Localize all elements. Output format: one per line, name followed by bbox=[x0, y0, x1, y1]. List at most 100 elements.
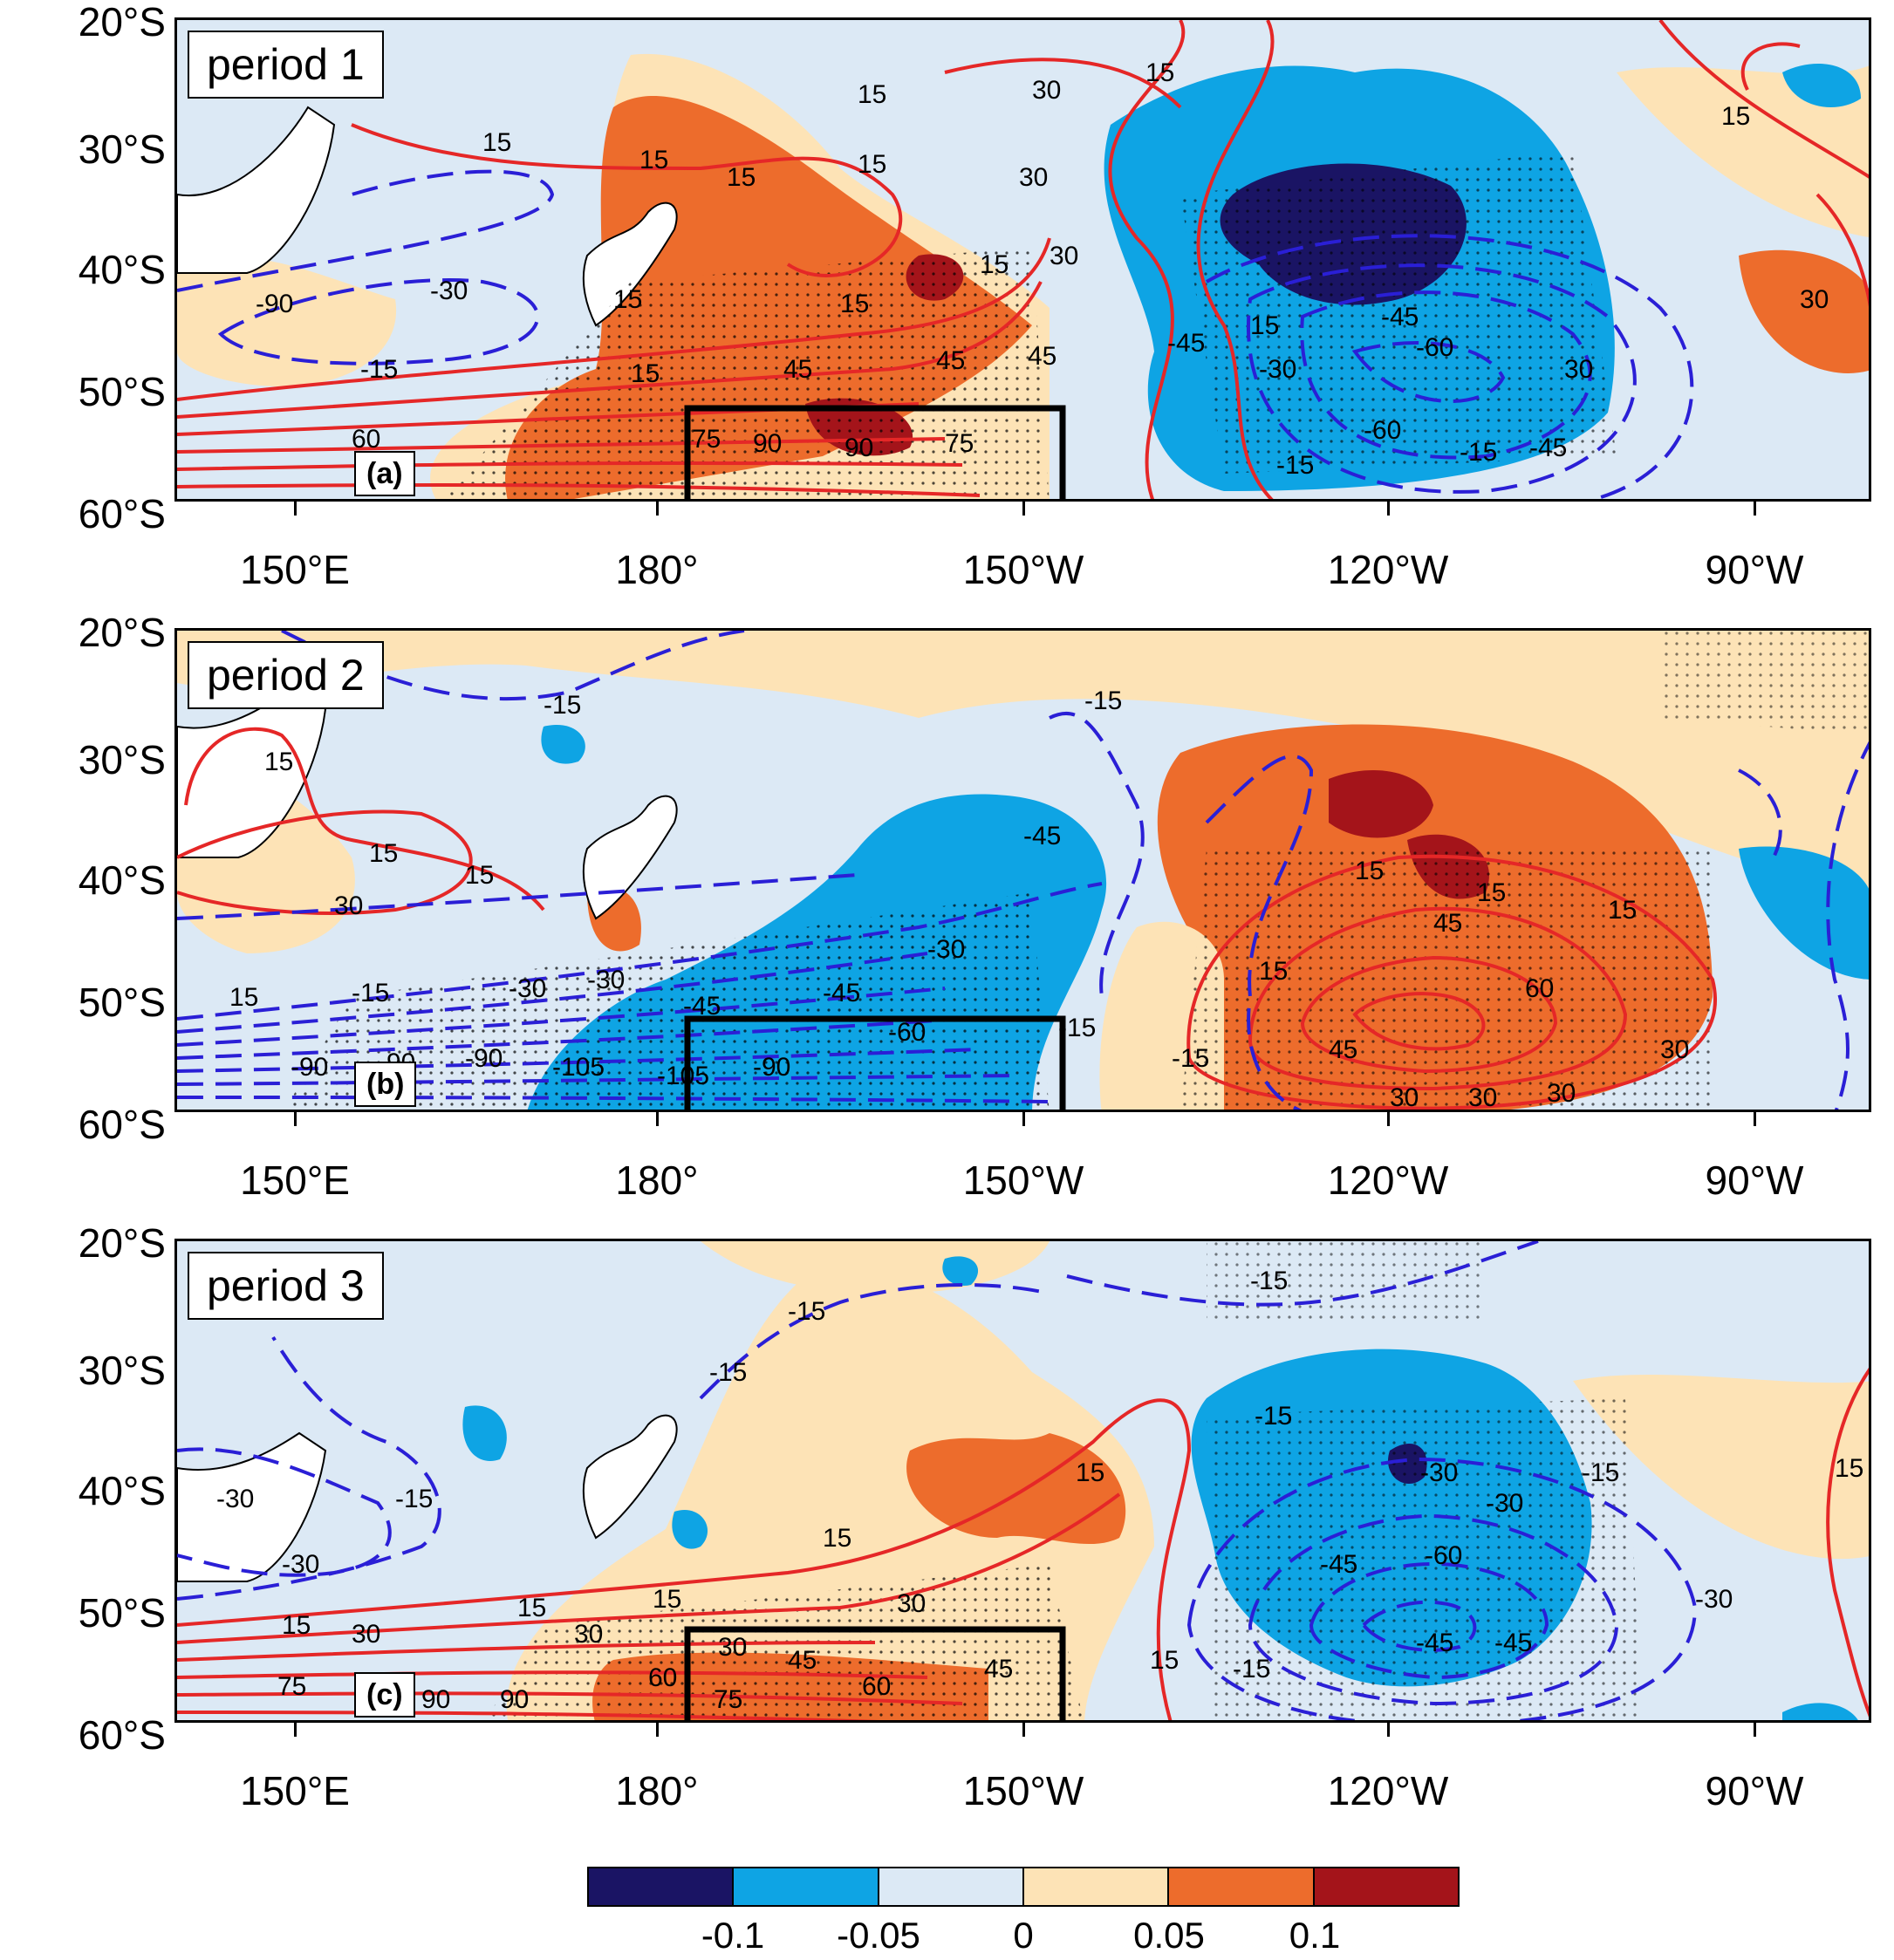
contour-negative bbox=[1738, 768, 1782, 858]
anomaly-positive bbox=[1739, 249, 1869, 373]
contour-label: 30 bbox=[352, 1620, 380, 1649]
contour-label: 45 bbox=[783, 355, 812, 384]
contour-positive bbox=[184, 727, 545, 912]
lon-label-150e: 150°E bbox=[240, 547, 350, 592]
contour-label: -15 bbox=[544, 691, 581, 720]
contour-label: -45 bbox=[683, 992, 721, 1021]
contour-label: -90 bbox=[465, 1044, 503, 1073]
contour-label: -60 bbox=[1364, 416, 1401, 445]
period-label-3: period 3 bbox=[188, 1252, 384, 1320]
contour-positive bbox=[177, 437, 946, 454]
significance-stippling bbox=[1180, 151, 1617, 474]
contour-label: 15 bbox=[1355, 857, 1384, 885]
contour-label: -45 bbox=[1167, 329, 1205, 358]
contour-label: 30 bbox=[1800, 285, 1829, 314]
colorbar-label: 0.1 bbox=[1289, 1915, 1341, 1956]
significance-stippling bbox=[284, 892, 1050, 1110]
anomaly-negative bbox=[1782, 64, 1861, 107]
contour-label: 90 bbox=[500, 1685, 529, 1714]
contour-positive bbox=[177, 461, 963, 471]
lat-label-40s: 40°S bbox=[78, 1468, 166, 1513]
contour-label: -45 bbox=[1320, 1550, 1357, 1579]
contour-label: -90 bbox=[753, 1053, 790, 1082]
lat-label-50s: 50°S bbox=[78, 1590, 166, 1636]
contour-negative bbox=[1205, 234, 1694, 499]
contour-label: -15 bbox=[788, 1297, 825, 1326]
significance-stippling bbox=[443, 247, 1050, 499]
contour-label: -15 bbox=[1233, 1655, 1270, 1683]
panel-period-3: 20°S 30°S 40°S 50°S 60°S bbox=[0, 1221, 1894, 1832]
australia-coast bbox=[177, 106, 336, 274]
lon-tickmark bbox=[1022, 502, 1025, 516]
contour-positive bbox=[1196, 20, 1275, 499]
contour-negative bbox=[177, 169, 555, 292]
lon-label-120w: 120°W bbox=[1327, 1768, 1449, 1813]
significance-stippling bbox=[1660, 631, 1869, 735]
contour-label: -15 bbox=[352, 979, 389, 1007]
contour-label: -15 bbox=[1058, 1014, 1096, 1042]
contour-label: 30 bbox=[718, 1633, 747, 1662]
lat-label-40s: 40°S bbox=[78, 857, 166, 903]
lon-tickmark bbox=[294, 1112, 297, 1126]
contour-negative bbox=[1309, 1561, 1549, 1680]
contour-label: 15 bbox=[631, 359, 660, 388]
contour-label: 15 bbox=[639, 146, 668, 174]
lat-label-30s: 30°S bbox=[78, 737, 166, 782]
anomaly-negative bbox=[672, 1510, 708, 1549]
contour-label: -30 bbox=[282, 1550, 319, 1579]
colorbar-cell bbox=[589, 1868, 735, 1905]
contour-positive bbox=[1815, 193, 1869, 308]
lat-label-30s: 30°S bbox=[78, 1348, 166, 1393]
contour-label: 75 bbox=[714, 1685, 742, 1714]
anomaly-negative bbox=[541, 725, 585, 764]
contour-label: 15 bbox=[1477, 878, 1506, 907]
contour-negative bbox=[1361, 1600, 1477, 1652]
contour-label: 45 bbox=[1028, 342, 1056, 371]
contour-negative bbox=[217, 278, 540, 365]
contour-label: 15 bbox=[840, 290, 869, 318]
contour-positive bbox=[177, 1691, 963, 1705]
anomaly-strong-positive bbox=[1329, 770, 1433, 838]
contour-label: -15 bbox=[1460, 438, 1497, 467]
colorbar-label: -0.05 bbox=[837, 1915, 920, 1956]
contour-label: -45 bbox=[1416, 1629, 1453, 1657]
contour-negative bbox=[177, 1074, 1015, 1086]
contour-label: 60 bbox=[1525, 974, 1554, 1003]
lat-label-60s: 60°S bbox=[78, 1102, 166, 1147]
lon-label-120w: 120°W bbox=[1327, 1158, 1449, 1203]
anomaly-positive bbox=[177, 256, 397, 386]
contour-negative bbox=[1247, 263, 1637, 494]
contour-label: -60 bbox=[1425, 1541, 1462, 1570]
panel-period-1: 20°S 30°S 40°S 50°S 60°S bbox=[0, 0, 1894, 611]
contour-positive bbox=[1658, 20, 1869, 179]
contour-label: -15 bbox=[1084, 686, 1122, 715]
contour-positive bbox=[177, 482, 981, 497]
contour-label: -45 bbox=[1494, 1629, 1532, 1657]
contour-positive bbox=[177, 1670, 928, 1679]
contour-label: -60 bbox=[888, 1018, 926, 1047]
contour-label: 15 bbox=[282, 1611, 311, 1640]
contour-label: 30 bbox=[334, 891, 363, 920]
colorbar-cell bbox=[1314, 1868, 1458, 1905]
contour-label: 15 bbox=[823, 1524, 851, 1553]
anomaly-positive bbox=[177, 631, 1869, 892]
contour-label: -105 bbox=[552, 1053, 605, 1082]
contour-positive bbox=[177, 1398, 1192, 1720]
colorbar bbox=[587, 1867, 1460, 1907]
lon-label-150w: 150°W bbox=[962, 547, 1084, 592]
contour-positive bbox=[177, 1711, 880, 1720]
contour-label: 15 bbox=[1250, 311, 1279, 340]
contour-label: 90 bbox=[753, 429, 782, 458]
contour-label: 15 bbox=[1608, 896, 1637, 925]
lon-tickmark bbox=[1022, 1112, 1025, 1126]
colorbar-label: 0.05 bbox=[1133, 1915, 1205, 1956]
contour-label: 90 bbox=[844, 434, 873, 462]
contour-label: -15 bbox=[395, 1485, 433, 1513]
lon-tickmark bbox=[294, 1723, 297, 1737]
anomaly-negative bbox=[1739, 846, 1869, 980]
contour-label: 15 bbox=[482, 128, 511, 157]
anomaly-positive bbox=[1573, 1374, 1869, 1560]
contour-positive bbox=[177, 809, 473, 915]
lat-label-30s: 30°S bbox=[78, 126, 166, 172]
contour-negative bbox=[177, 1447, 392, 1577]
